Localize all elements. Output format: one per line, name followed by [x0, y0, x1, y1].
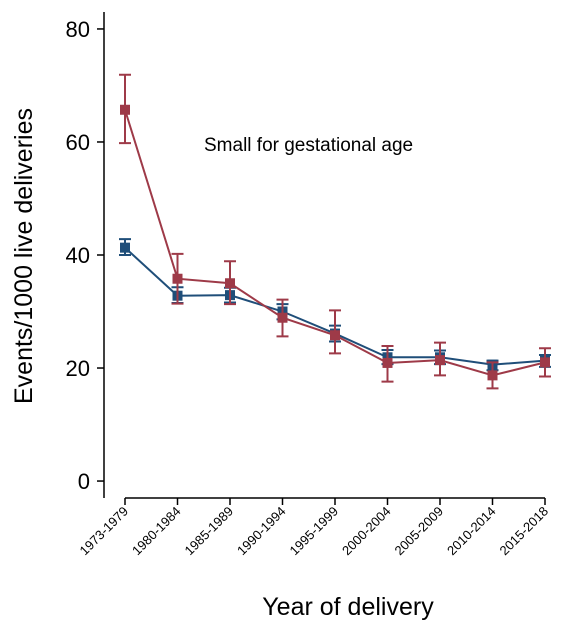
- marker: [382, 357, 393, 368]
- x-tick-label: 2015-2018: [497, 504, 552, 559]
- marker: [487, 370, 498, 381]
- y-tick-label: 60: [66, 130, 90, 155]
- marker: [120, 242, 130, 253]
- marker: [330, 330, 340, 341]
- y-tick-label: 40: [66, 243, 90, 268]
- y-tick-label: 80: [66, 17, 90, 42]
- y-tick-label: 20: [66, 356, 90, 381]
- y-tick-label: 0: [78, 469, 90, 494]
- x-tick-label: 1995-1999: [287, 504, 342, 559]
- marker: [225, 278, 235, 289]
- x-tick-label: 2010-2014: [444, 504, 499, 559]
- x-axis-label: Year of delivery: [262, 593, 434, 620]
- marker: [172, 273, 183, 284]
- x-tick-label: 1980-1984: [129, 504, 184, 559]
- annotation: Small for gestational age: [204, 135, 413, 156]
- marker: [120, 104, 130, 115]
- x-tick-label: 1985-1989: [182, 504, 237, 559]
- y-axis-label: Events/1000 live deliveries: [10, 108, 38, 404]
- marker: [435, 355, 445, 366]
- marker: [540, 357, 550, 368]
- x-tick-label: 1990-1994: [234, 504, 289, 559]
- x-tick-label: 2000-2004: [339, 504, 394, 559]
- x-tick-label: 1973-1979: [77, 504, 132, 559]
- marker: [277, 312, 288, 323]
- x-tick-label: 2005-2009: [392, 504, 447, 559]
